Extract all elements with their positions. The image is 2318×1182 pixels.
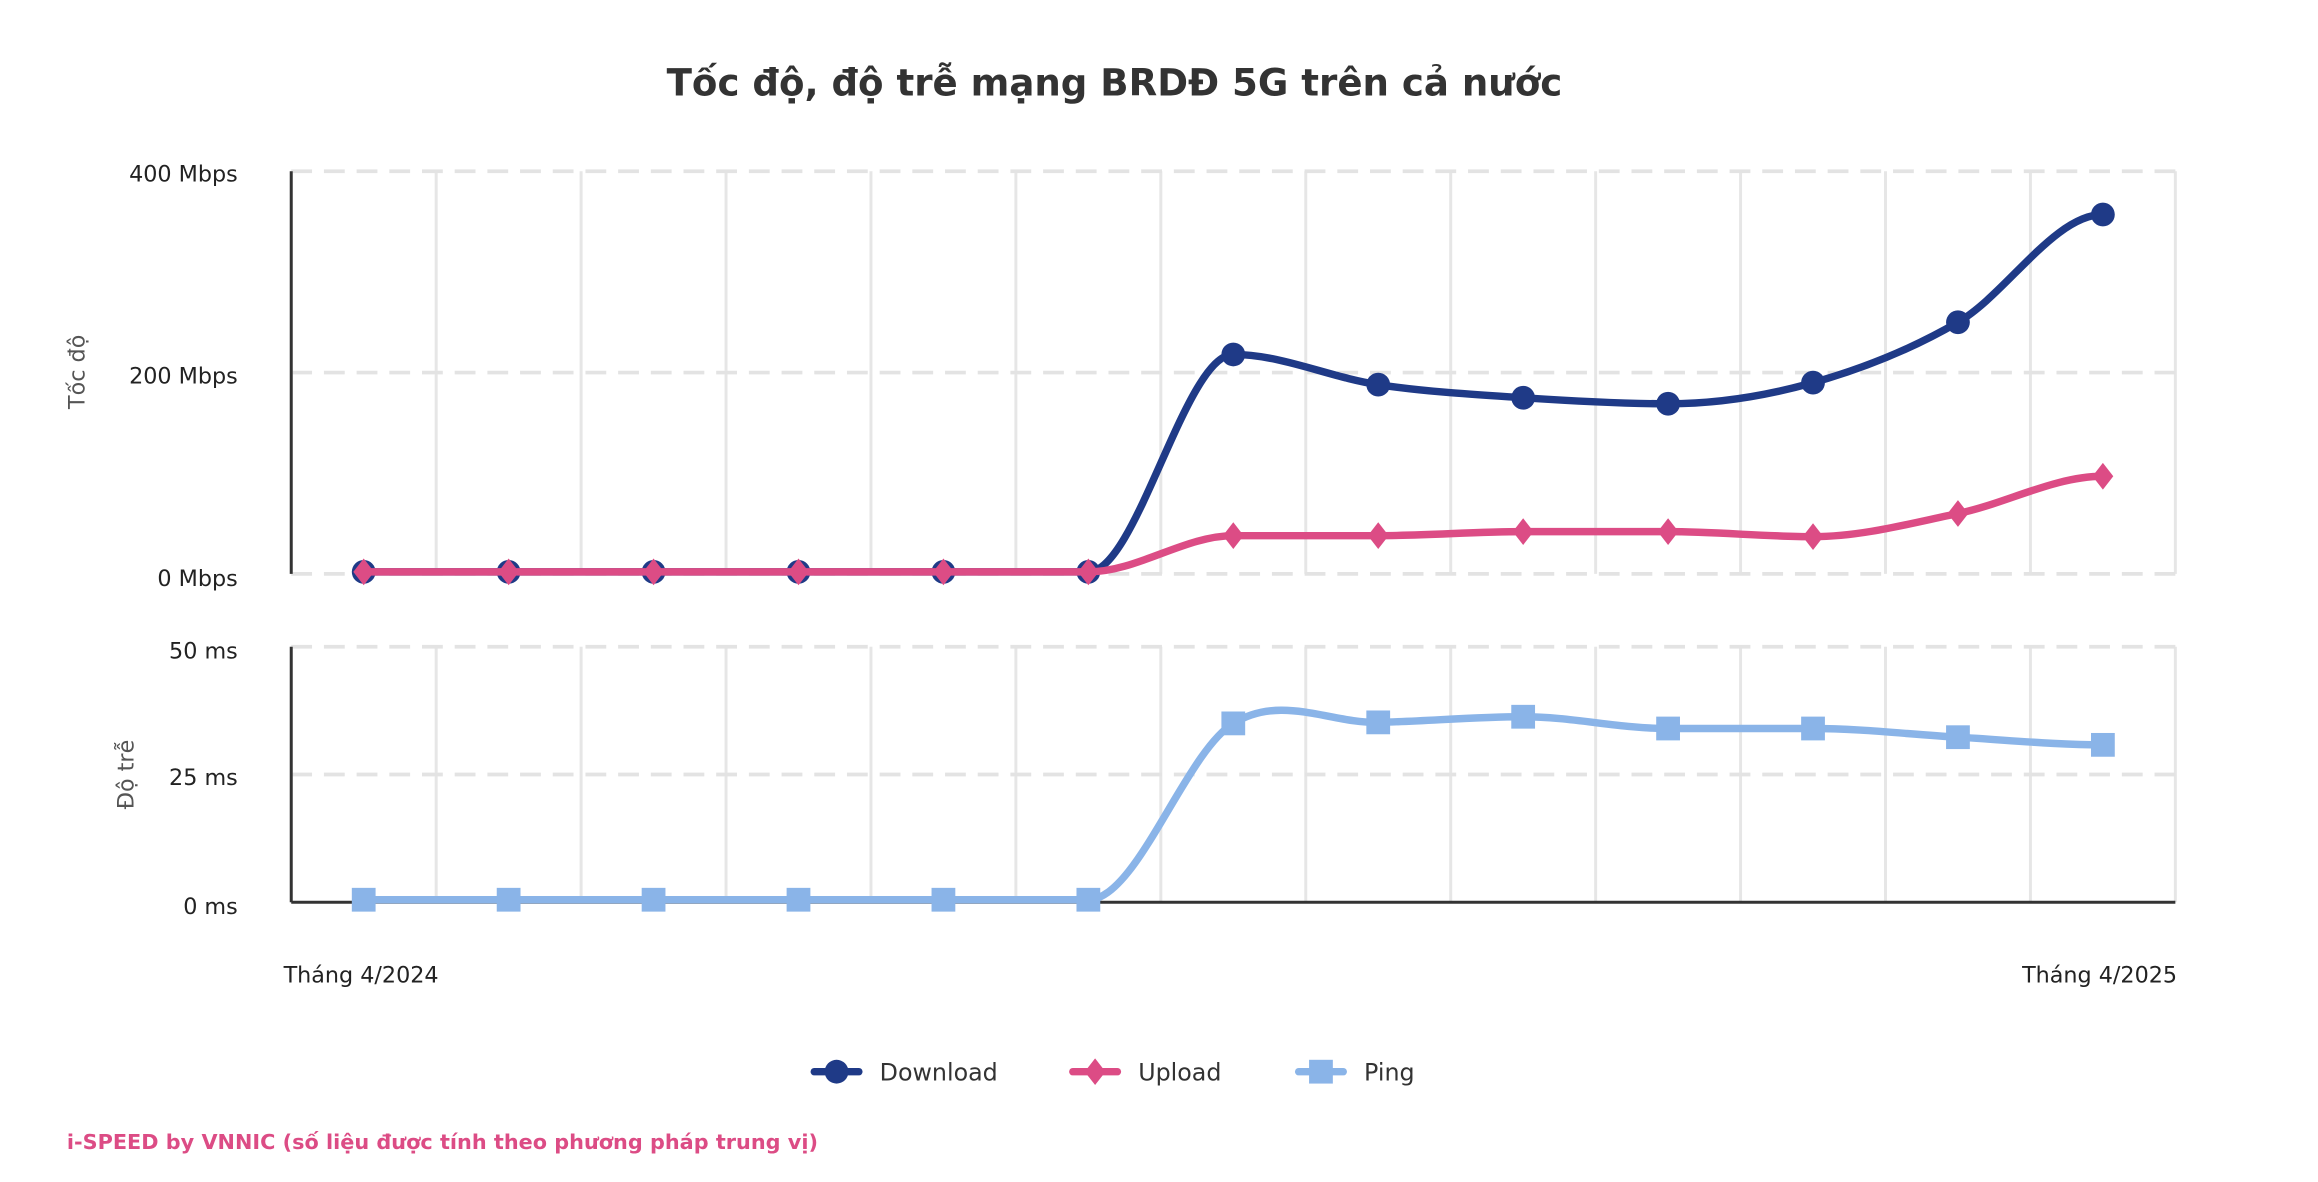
x-tick-last: Tháng 4/2025	[2021, 963, 2177, 989]
ping-point	[1221, 711, 1246, 736]
speed-axis-title: Tốc độ	[65, 335, 91, 410]
ping-point	[1656, 716, 1680, 741]
upload-point	[1367, 522, 1389, 550]
legend-label: Upload	[1138, 1059, 1221, 1087]
upload-point	[1222, 522, 1244, 550]
legend-diamond-icon	[1084, 1058, 1106, 1086]
latency-axis-title: Độ trễ	[112, 740, 140, 810]
download-point	[1221, 342, 1246, 367]
legend-label: Download	[880, 1059, 998, 1087]
ping-point	[1366, 710, 1391, 735]
credit-text: i-SPEED by VNNIC (số liệu được tính theo…	[67, 1130, 818, 1154]
download-point	[1511, 385, 1536, 410]
legend-circle-icon	[824, 1059, 849, 1084]
download-line	[359, 210, 2107, 576]
legend-item-download[interactable]: Download	[810, 1059, 998, 1087]
ping-point	[786, 887, 811, 912]
ping-point	[351, 887, 376, 912]
upload-point	[1512, 518, 1534, 546]
download-point	[1946, 310, 1970, 335]
legend-item-upload[interactable]: Upload	[1069, 1058, 1222, 1087]
legend: Download Upload Ping	[810, 1058, 1415, 1087]
upload-point	[788, 558, 809, 586]
chart-title: Tốc độ, độ trễ mạng BRDĐ 5G trên cả nước	[667, 61, 1563, 104]
upload-point	[1657, 518, 1679, 546]
ping-point	[496, 887, 521, 912]
ping-point	[1076, 887, 1101, 912]
legend-label: Ping	[1364, 1059, 1415, 1087]
series-group	[351, 202, 2115, 912]
series-upload	[353, 462, 2114, 586]
y-tick-25ms: 25 ms	[169, 765, 238, 791]
x-tick-first: Tháng 4/2024	[283, 963, 439, 989]
ping-point	[2091, 732, 2115, 757]
download-point	[1366, 372, 1391, 397]
legend-item-ping[interactable]: Ping	[1294, 1059, 1415, 1087]
y-tick-50ms: 50 ms	[169, 639, 238, 665]
ping-line	[359, 706, 2107, 904]
upload-point	[1077, 558, 1099, 586]
ping-point	[1946, 725, 1970, 750]
ping-point	[641, 887, 666, 912]
y-tick-0mbps: 0 Mbps	[157, 566, 237, 592]
download-point	[2091, 202, 2115, 227]
ping-point	[1801, 716, 1825, 741]
upload-point	[1802, 523, 1824, 551]
upload-point	[2092, 462, 2114, 490]
y-tick-0ms: 0 ms	[183, 894, 238, 920]
download-point	[1656, 391, 1680, 416]
ping-point	[931, 887, 956, 912]
download-point	[1801, 370, 1825, 395]
upload-point	[933, 558, 954, 586]
grid	[289, 169, 2177, 903]
series-ping	[351, 704, 2115, 912]
ping-point	[1511, 704, 1536, 729]
legend-square-icon	[1309, 1059, 1333, 1084]
y-tick-200mbps: 200 Mbps	[129, 364, 238, 390]
upload-point	[1947, 500, 1969, 527]
y-tick-400mbps: 400 Mbps	[129, 162, 238, 188]
upload-point	[353, 558, 375, 586]
